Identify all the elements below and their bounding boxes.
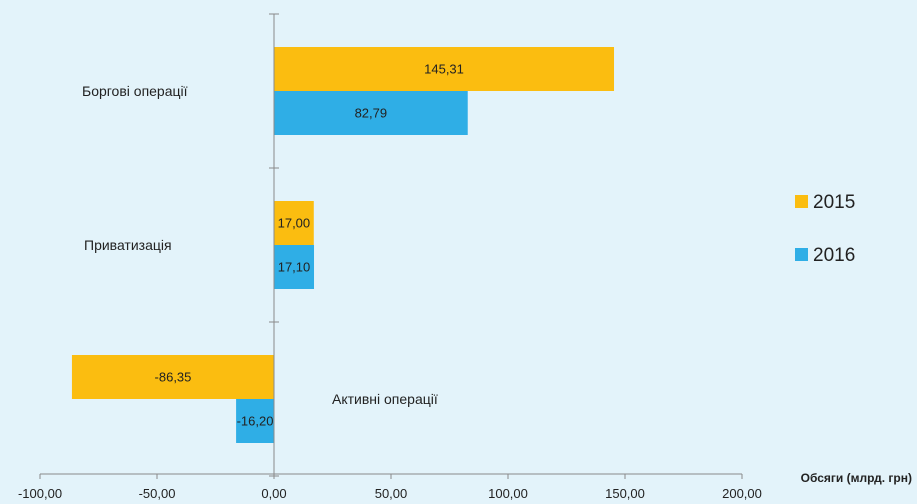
bar-2016-2 [236, 399, 274, 443]
bars-layer [71, 47, 615, 443]
category-label: Активні операції [332, 391, 438, 407]
legend-swatch-2015 [795, 195, 808, 208]
legend: 2015 2016 [795, 192, 855, 266]
bar-value-label: 17,00 [278, 216, 311, 231]
bar-value-label: 145,31 [424, 62, 464, 77]
x-tick-label: 200,00 [722, 486, 762, 501]
bar-2015-2 [71, 355, 274, 399]
bar-value-label: 17,10 [278, 260, 311, 275]
legend-label-2016: 2016 [813, 245, 855, 266]
bar-value-label: -16,20 [237, 414, 274, 429]
legend-swatch-2016 [795, 248, 808, 261]
axes-layer [39, 13, 743, 479]
bar-value-label: 82,79 [355, 106, 388, 121]
category-label: Приватизація [84, 237, 172, 253]
legend-label-2015: 2015 [813, 192, 855, 213]
labels-layer: 145,31 82,79 Боргові операції 17,00 17,10 При… [18, 62, 912, 502]
bar-2015-0 [274, 47, 615, 91]
x-tick-label: 50,00 [375, 486, 408, 501]
category-label: Боргові операції [82, 83, 188, 99]
x-tick-label: 0,00 [261, 486, 286, 501]
bar-2015-1 [274, 201, 314, 245]
x-tick-label: 100,00 [488, 486, 528, 501]
x-tick-label: -100,00 [18, 486, 62, 501]
x-axis-title: Обсяги (млрд. грн) [801, 471, 912, 485]
x-tick-label: -50,00 [139, 486, 176, 501]
x-tick-label: 150,00 [605, 486, 645, 501]
bar-2016-1 [274, 245, 315, 289]
bar-2016-0 [274, 91, 468, 135]
bar-value-label: -86,35 [155, 370, 192, 385]
